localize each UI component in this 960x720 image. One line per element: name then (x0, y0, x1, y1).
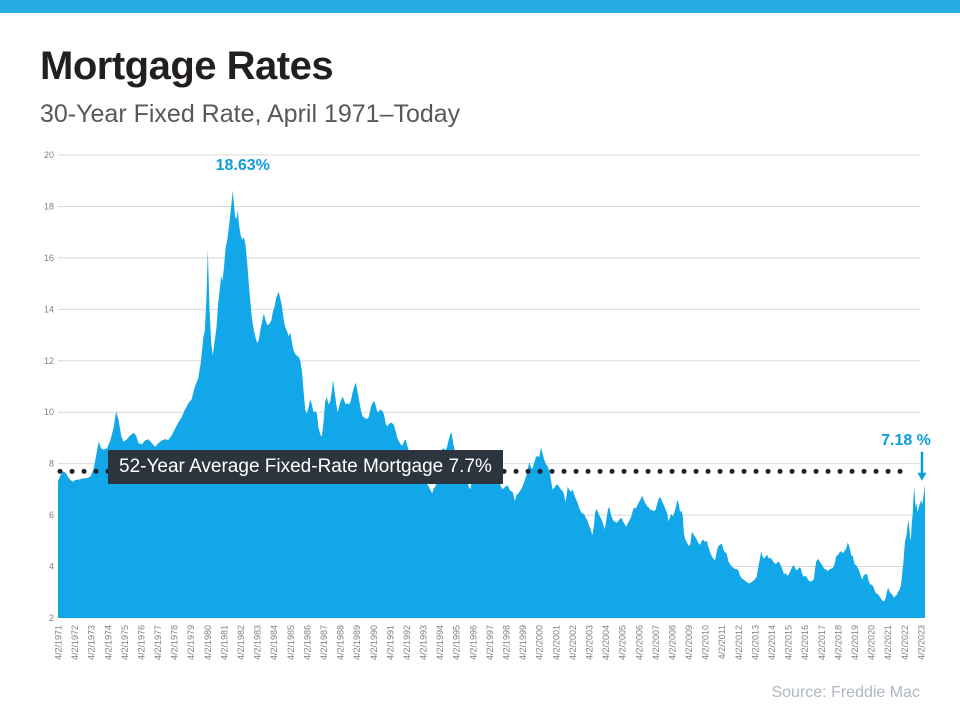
x-axis-label: 4/2/1991 (385, 625, 395, 660)
x-axis-label: 4/2/1992 (402, 625, 412, 660)
x-axis-label: 4/2/1973 (87, 625, 97, 660)
y-axis-label-14: 14 (44, 304, 54, 314)
x-axis-label: 4/2/2022 (900, 625, 910, 660)
y-axis-label-10: 10 (44, 407, 54, 417)
x-axis-label: 4/2/1981 (219, 625, 229, 660)
x-axis-label: 4/2/1996 (468, 625, 478, 660)
end-arrow-head (917, 472, 927, 481)
x-axis-label: 4/2/1971 (54, 625, 64, 660)
current-rate-annotation: 7.18 % (881, 431, 931, 449)
x-axis-label: 4/2/2019 (850, 625, 860, 660)
x-axis-label: 4/2/1980 (203, 625, 213, 660)
x-axis-label: 4/2/1998 (502, 625, 512, 660)
x-axis-label: 4/2/1977 (153, 625, 163, 660)
x-axis-label: 4/2/1995 (452, 625, 462, 660)
x-axis-label: 4/2/2012 (734, 625, 744, 660)
y-axis-label-8: 8 (49, 459, 54, 469)
x-axis-label: 4/2/2014 (767, 625, 777, 660)
x-axis-label: 4/2/1993 (419, 625, 429, 660)
x-axis-label: 4/2/1984 (269, 625, 279, 660)
y-axis-label-18: 18 (44, 201, 54, 211)
x-axis-label: 4/2/2011 (717, 625, 727, 659)
x-axis-label: 4/2/2020 (867, 625, 877, 660)
y-axis-label-4: 4 (49, 562, 54, 572)
x-axis-label: 4/2/2018 (833, 625, 843, 660)
x-axis-label: 4/2/1976 (136, 625, 146, 660)
x-axis-label: 4/2/2002 (568, 625, 578, 660)
x-axis-label: 4/2/1979 (186, 625, 196, 660)
x-axis-label: 4/2/2021 (883, 625, 893, 660)
peak-rate-annotation: 18.63% (215, 157, 270, 175)
x-axis-label: 4/2/2000 (535, 625, 545, 660)
x-axis-label: 4/2/2005 (618, 625, 628, 660)
x-axis-label: 4/2/2001 (551, 625, 561, 660)
x-axis-label: 4/2/1975 (120, 625, 130, 660)
x-axis-label: 4/2/1997 (485, 625, 495, 660)
page-title: Mortgage Rates (40, 44, 334, 88)
x-axis-label: 4/2/1994 (435, 625, 445, 660)
y-axis-label-12: 12 (44, 356, 54, 366)
y-axis-label-2: 2 (49, 613, 54, 623)
x-axis-label: 4/2/2016 (800, 625, 810, 660)
x-axis-label: 4/2/2006 (634, 625, 644, 660)
x-axis-label: 4/2/2013 (750, 625, 760, 660)
x-axis-label: 4/2/1982 (236, 625, 246, 660)
x-axis-label: 4/2/1986 (302, 625, 312, 660)
y-axis-label-20: 20 (44, 150, 54, 160)
x-axis-label: 4/2/1989 (352, 625, 362, 660)
x-axis-label: 4/2/1983 (253, 625, 263, 660)
x-axis-label: 4/2/2015 (784, 625, 794, 660)
x-axis-label: 4/2/1985 (286, 625, 296, 660)
x-axis-label: 4/2/2017 (817, 625, 827, 660)
x-axis-label: 4/2/2004 (601, 625, 611, 660)
x-axis-label: 4/2/1990 (369, 625, 379, 660)
source-credit: Source: Freddie Mac (771, 684, 920, 701)
x-axis-label: 4/2/1988 (336, 625, 346, 660)
average-rate-label: 52-Year Average Fixed-Rate Mortgage 7.7% (108, 450, 503, 485)
x-axis-label: 4/2/1972 (70, 625, 80, 660)
y-axis-label-16: 16 (44, 253, 54, 263)
x-axis-label: 4/2/1974 (103, 625, 113, 660)
page-subtitle: 30-Year Fixed Rate, April 1971–Today (40, 100, 461, 128)
y-axis-label-6: 6 (49, 510, 54, 520)
x-axis-label: 4/2/2023 (916, 625, 926, 660)
rate-area-series (58, 190, 925, 618)
x-axis-label: 4/2/2009 (684, 625, 694, 660)
x-axis-label: 4/2/2010 (701, 625, 711, 660)
x-axis-label: 4/2/1978 (170, 625, 180, 660)
x-axis-label: 4/2/1987 (319, 625, 329, 660)
x-axis-label: 4/2/2003 (584, 625, 594, 660)
x-axis-label: 4/2/2008 (667, 625, 677, 660)
x-axis-label: 4/2/1999 (518, 625, 528, 660)
brand-top-bar (0, 0, 960, 13)
x-axis-label: 4/2/2007 (651, 625, 661, 660)
